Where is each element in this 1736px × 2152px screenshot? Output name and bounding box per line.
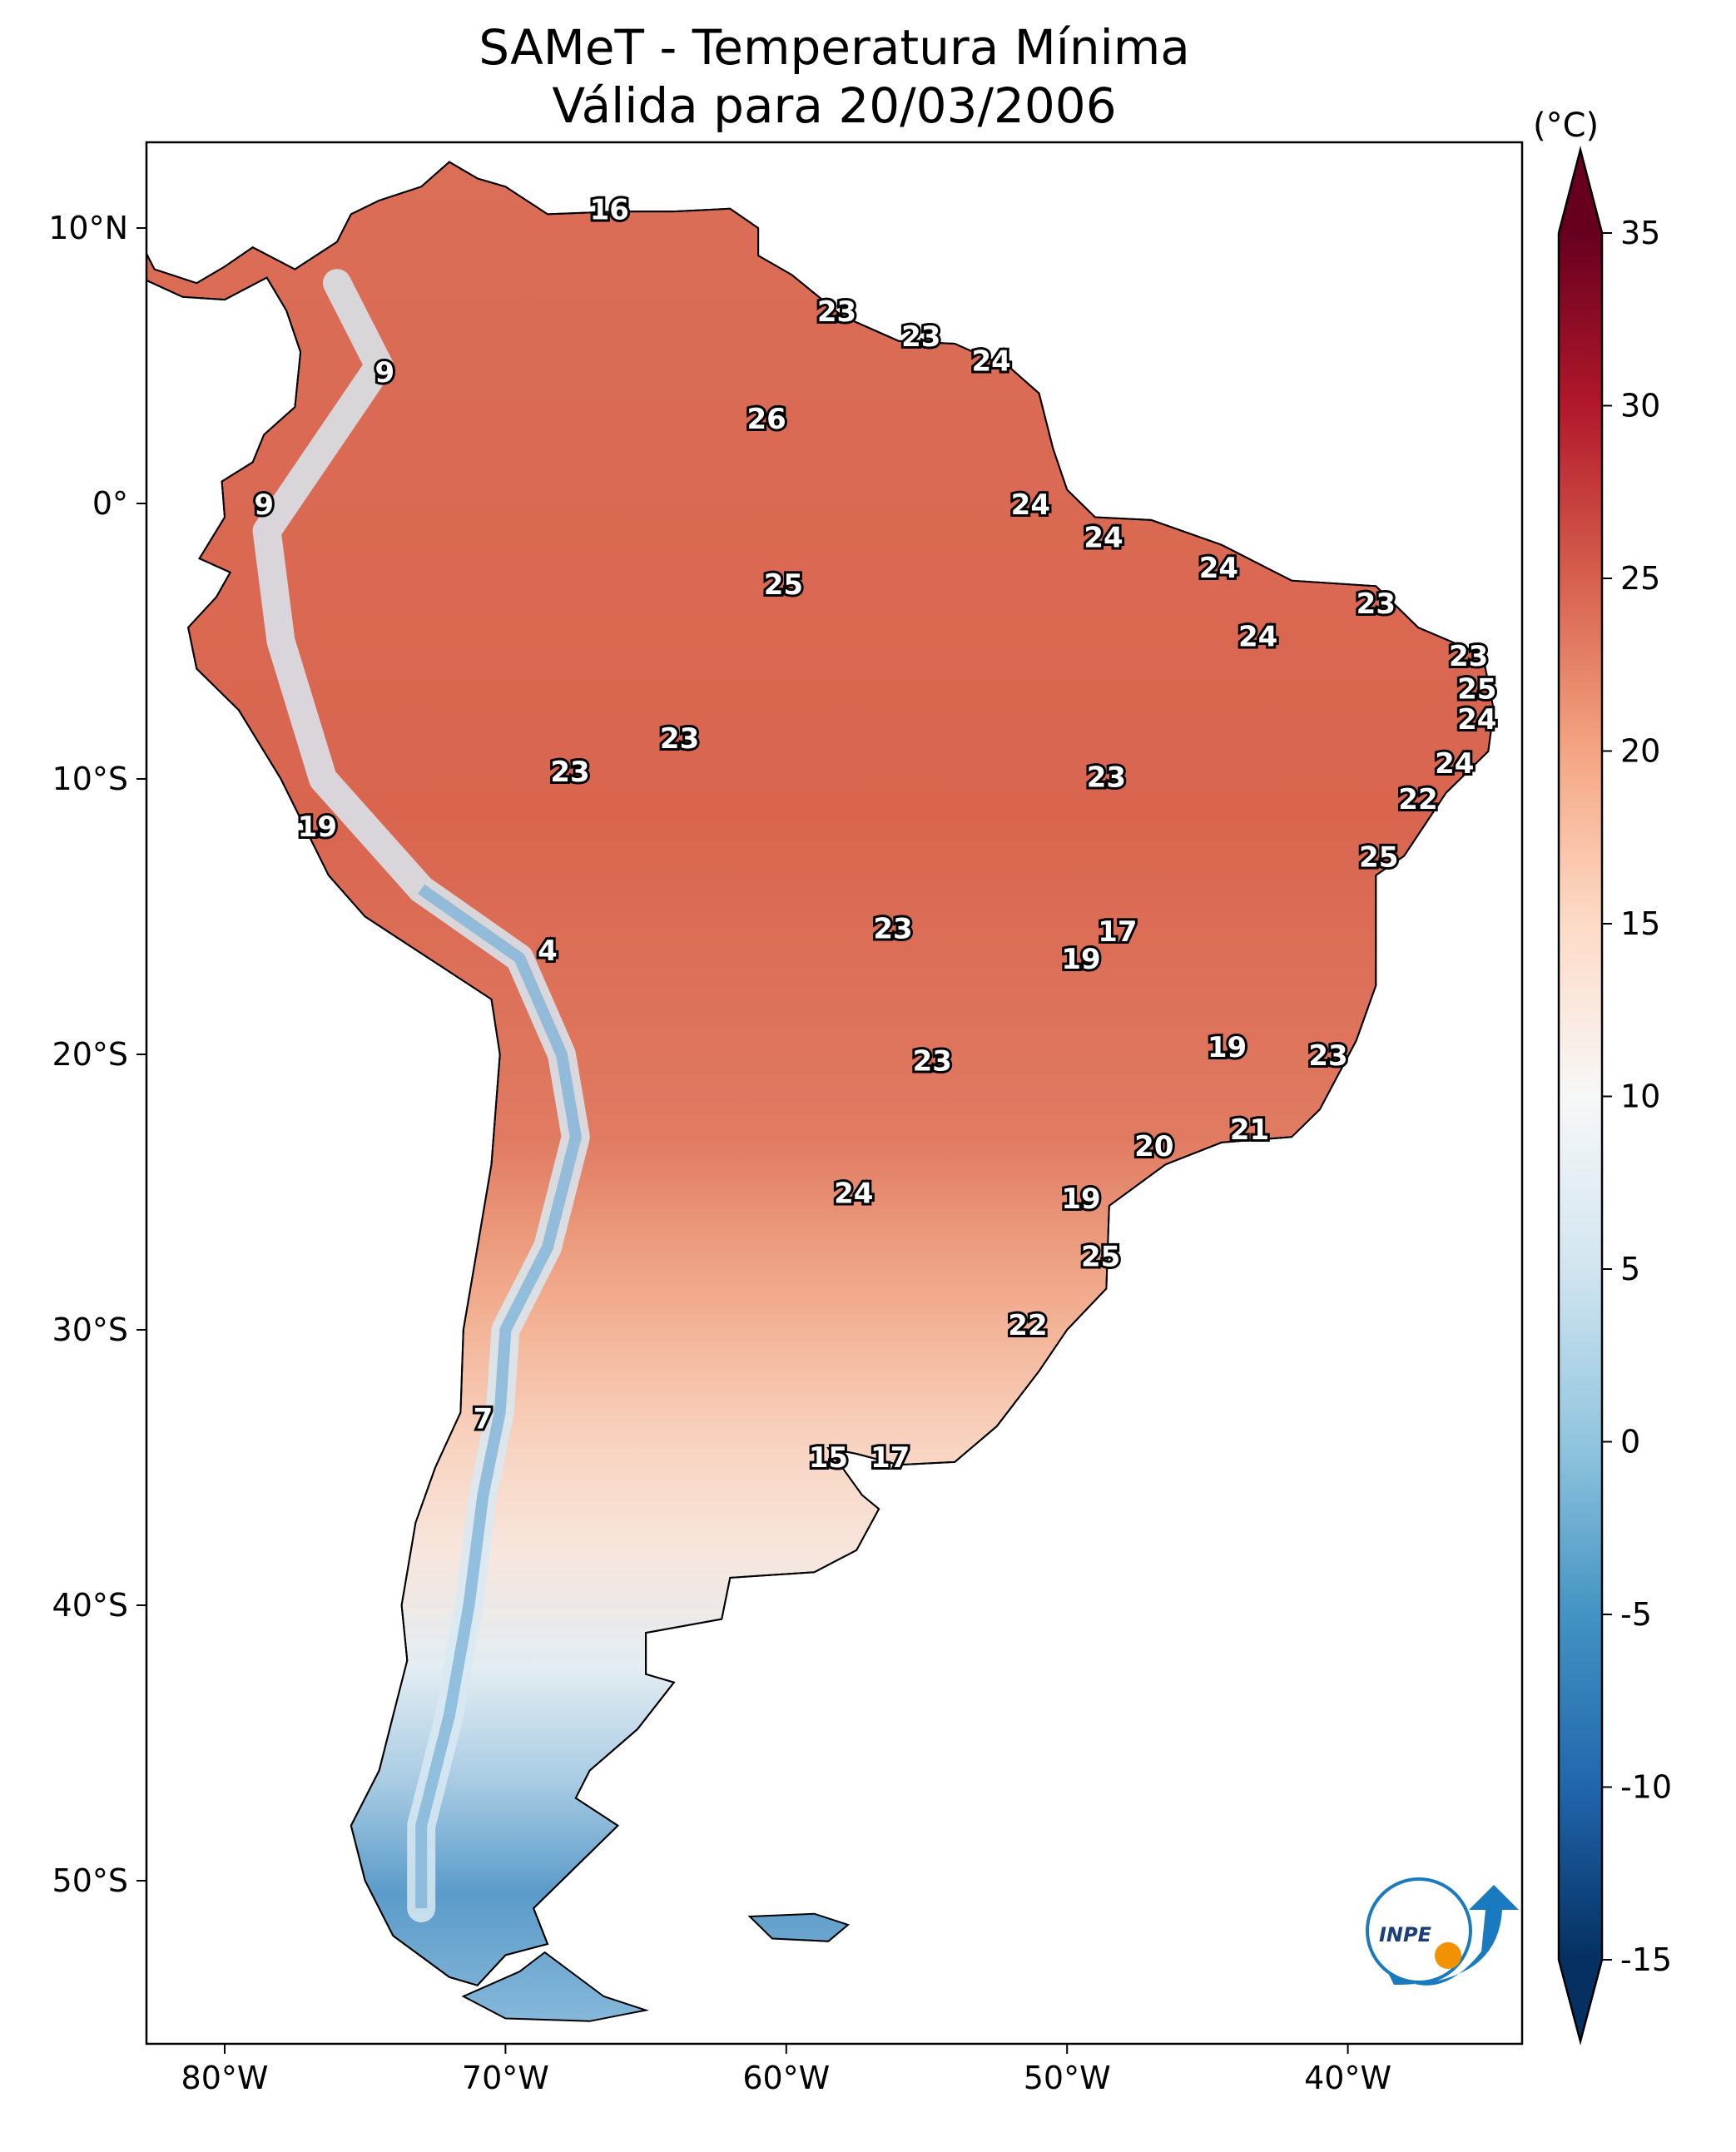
station-label: 25 bbox=[1457, 673, 1496, 707]
station-label: 19 bbox=[1061, 943, 1100, 976]
station-label: 22 bbox=[1008, 1309, 1047, 1342]
station-label: 23 bbox=[817, 295, 856, 329]
coastline bbox=[146, 161, 1495, 1986]
logo-text: INPE bbox=[1379, 1923, 1432, 1946]
station-label: 23 bbox=[901, 320, 940, 354]
colorbar-tick-label: 25 bbox=[1620, 560, 1660, 597]
station-label: 7 bbox=[474, 1403, 494, 1436]
station-label: 23 bbox=[913, 1044, 952, 1078]
logo-arrow-icon bbox=[1386, 1885, 1519, 1986]
station-label: 24 bbox=[1199, 552, 1238, 585]
station-label: 4 bbox=[538, 935, 558, 968]
lat-tick-label: 50°S bbox=[52, 1862, 128, 1899]
logo-dot bbox=[1435, 1942, 1461, 1969]
station-label: 23 bbox=[550, 756, 589, 789]
map-frame bbox=[145, 141, 1524, 2045]
title-line-2: Válida para 20/03/2006 bbox=[552, 77, 1117, 134]
station-label: 23 bbox=[1308, 1039, 1347, 1073]
logo-ring bbox=[1366, 1877, 1472, 1984]
station-label: 19 bbox=[1061, 1183, 1100, 1216]
colorbar-tick-label: 15 bbox=[1620, 905, 1660, 942]
lat-tick-label: 40°S bbox=[52, 1587, 128, 1624]
title-line-1: SAMeT - Temperatura Mínima bbox=[479, 19, 1190, 76]
station-label: 25 bbox=[1081, 1240, 1120, 1273]
colorbar-tick-label: 35 bbox=[1620, 215, 1660, 251]
colorbar-tick-label: 0 bbox=[1620, 1424, 1640, 1460]
inpe-logo: INPE bbox=[1366, 1877, 1519, 1986]
colorbar-tick-label: -10 bbox=[1620, 1769, 1672, 1806]
station-label: 24 bbox=[1457, 703, 1496, 736]
andes-cold-core bbox=[415, 884, 582, 1909]
station-label: 19 bbox=[1208, 1031, 1247, 1064]
lat-tick-label: 30°S bbox=[52, 1312, 128, 1348]
colorbar-tick-label: -5 bbox=[1620, 1596, 1652, 1633]
station-label: 23 bbox=[873, 913, 912, 946]
station-label: 15 bbox=[809, 1441, 848, 1475]
station-label: 17 bbox=[1098, 915, 1137, 949]
lat-tick-label: 0° bbox=[92, 485, 128, 522]
station-label: 24 bbox=[1238, 621, 1277, 654]
land-tierra-del-fuego bbox=[461, 1951, 650, 2022]
station-label: 20 bbox=[1134, 1130, 1173, 1163]
station-label: 19 bbox=[298, 811, 337, 844]
station-label: 16 bbox=[590, 194, 629, 227]
station-label: 9 bbox=[374, 356, 394, 389]
colorbar-tick-label: 30 bbox=[1620, 388, 1660, 424]
lat-tick-label: 20°S bbox=[52, 1036, 128, 1073]
colorbar-tick-label: 10 bbox=[1620, 1078, 1660, 1115]
land-layer bbox=[146, 161, 1495, 2022]
station-label: 24 bbox=[1011, 488, 1050, 522]
axis-layer: 80°W 70°W 60°W 50°W 40°W 10°N 0° 10°S 20°S 30°S 40… bbox=[48, 210, 1391, 2096]
station-label: 24 bbox=[1084, 522, 1123, 555]
lon-tick-label: 60°W bbox=[742, 2060, 830, 2096]
station-label: 24 bbox=[971, 345, 1010, 379]
station-label: 23 bbox=[1087, 761, 1126, 795]
station-label: 17 bbox=[870, 1441, 910, 1475]
colorbar: 35 30 25 20 15 10 5 0 -5 -10 -15 bbox=[1557, 146, 1672, 2045]
lon-tick-label: 80°W bbox=[181, 2060, 269, 2096]
station-label: 23 bbox=[1449, 640, 1488, 673]
colorbar-unit: (°C) bbox=[1533, 107, 1600, 145]
station-label: 23 bbox=[660, 722, 699, 756]
map-title: SAMeT - Temperatura Mínima Válida para 2… bbox=[146, 18, 1522, 135]
lon-tick-label: 70°W bbox=[462, 2060, 549, 2096]
station-label: 23 bbox=[1357, 588, 1396, 621]
station-label: 21 bbox=[1230, 1113, 1269, 1147]
station-label: 25 bbox=[1359, 840, 1398, 874]
colorbar-tick-label: 20 bbox=[1620, 733, 1660, 770]
station-label: 22 bbox=[1398, 783, 1437, 816]
lon-tick-label: 50°W bbox=[1024, 2060, 1111, 2096]
station-label: 24 bbox=[1435, 747, 1474, 781]
station-label: 9 bbox=[254, 488, 274, 522]
colorbar-extend-max bbox=[1559, 150, 1602, 233]
station-label: 24 bbox=[834, 1177, 873, 1210]
colorbar-gradient bbox=[1559, 233, 1602, 1960]
station-label: 26 bbox=[747, 403, 786, 436]
colorbar-tick-label: 5 bbox=[1620, 1251, 1640, 1287]
lat-tick-label: 10°S bbox=[52, 761, 128, 797]
colorbar-extend-min bbox=[1559, 1960, 1602, 2041]
station-label: 25 bbox=[764, 568, 803, 602]
land-falkland-islands bbox=[747, 1912, 851, 1942]
colorbar-tick-label: -15 bbox=[1620, 1941, 1672, 1978]
lat-tick-label: 10°N bbox=[48, 210, 128, 246]
lon-tick-label: 40°W bbox=[1304, 2060, 1391, 2096]
